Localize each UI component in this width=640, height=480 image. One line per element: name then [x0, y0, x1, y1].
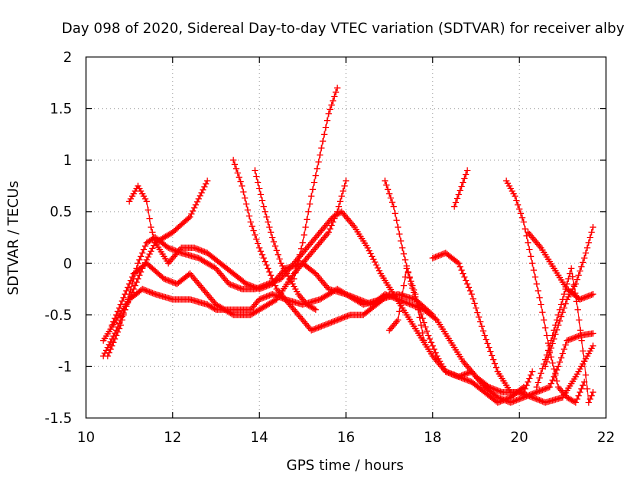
series-markers — [108, 177, 350, 329]
series-markers — [524, 229, 597, 303]
series-markers — [126, 182, 597, 406]
series-sat-f — [230, 156, 393, 334]
x-axis-label: GPS time / hours — [286, 458, 403, 474]
y-tick-label: -0.5 — [45, 308, 72, 324]
series-sat-p — [542, 224, 597, 370]
series-sat-n — [524, 229, 597, 303]
x-tick-label: 10 — [77, 430, 95, 446]
series-sat-j — [386, 265, 428, 344]
series-trace — [453, 170, 468, 207]
series-sat-e — [126, 182, 597, 406]
x-tick-label: 14 — [250, 430, 268, 446]
y-tick-label: 1 — [63, 153, 72, 169]
axis-ticks: 10 12 14 16 18 20 22 -1.5 -1 -0.5 0 0.5 1 1.5 2 — [45, 50, 615, 446]
y-tick-label: -1.5 — [45, 411, 72, 427]
series-sat-g — [251, 167, 319, 313]
series-sat-d — [108, 177, 350, 329]
x-tick-label: 22 — [597, 430, 615, 446]
series-markers — [386, 265, 428, 344]
y-tick-label: 1.5 — [50, 102, 72, 118]
y-axis-label: SDTVAR / TECUs — [6, 181, 22, 296]
series-markers — [542, 224, 597, 370]
y-tick-label: 0 — [63, 256, 72, 272]
series-markers — [290, 84, 341, 282]
x-tick-label: 18 — [424, 430, 442, 446]
y-tick-label: 0.5 — [50, 205, 72, 221]
series-sat-m — [503, 177, 588, 406]
x-tick-label: 16 — [337, 430, 355, 446]
series-markers — [230, 156, 393, 334]
y-tick-label: 2 — [63, 50, 72, 66]
y-tick-label: -1 — [58, 359, 72, 375]
x-tick-label: 20 — [510, 430, 528, 446]
chart-title: Day 098 of 2020, Sidereal Day-to-day VTE… — [62, 21, 625, 37]
series-markers — [251, 167, 319, 313]
series-markers — [451, 167, 471, 210]
series-layer — [100, 84, 597, 406]
series-sat-h — [290, 84, 341, 282]
series-markers — [429, 249, 536, 396]
series-trace — [384, 180, 594, 404]
series-sat-l — [451, 167, 471, 210]
series-sat-k — [429, 249, 536, 396]
x-tick-label: 12 — [164, 430, 182, 446]
series-trace — [128, 184, 594, 404]
